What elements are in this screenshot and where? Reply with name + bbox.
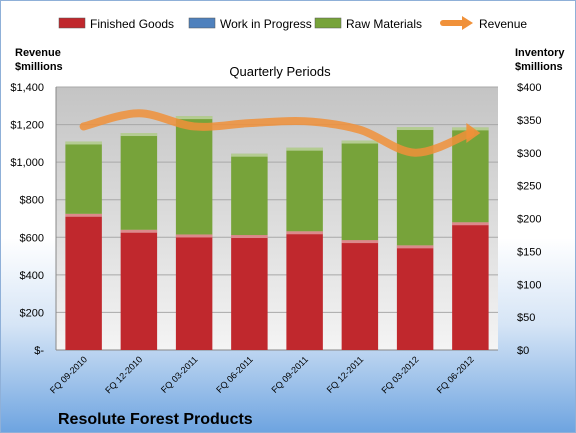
bar-raw-materials: [175, 116, 213, 235]
bar-highlight: [341, 140, 379, 144]
right-axis-title-line1: Inventory: [515, 47, 565, 59]
bar-highlight: [341, 240, 379, 244]
y-left-tick-label: $1,400: [10, 82, 44, 94]
bar-highlight: [396, 127, 434, 131]
bar-finished-goods: [452, 222, 489, 350]
bar-raw-materials: [231, 153, 268, 236]
y-left-tick-label: $1,200: [10, 120, 44, 132]
right-axis-title: Inventory $millions: [515, 47, 565, 73]
company-name: Resolute Forest Products: [58, 411, 253, 428]
y-right-tick-label: $200: [517, 214, 541, 226]
legend-label: Finished Goods: [90, 17, 174, 31]
y-right-tick-label: $0: [517, 345, 529, 357]
legend-item-finished-goods: Finished Goods: [58, 17, 174, 31]
bar-highlight: [65, 213, 102, 217]
legend-swatch: [188, 17, 216, 29]
x-tick-label: FQ 06-2011: [214, 354, 255, 395]
bar-highlight: [452, 222, 489, 226]
x-tick-label: FQ 03-2012: [380, 354, 421, 395]
legend-item-raw-materials: Raw Materials: [314, 17, 422, 31]
y-right-tick-label: $100: [517, 279, 541, 291]
bar-raw-materials: [286, 147, 323, 232]
bar-raw-materials: [452, 127, 489, 223]
bar-highlight: [286, 231, 323, 235]
legend-item-work-in-progress: Work in Progress: [188, 17, 312, 31]
left-axis-title-line1: Revenue: [15, 47, 61, 59]
y-right-tick-label: $50: [517, 312, 535, 324]
bar-highlight: [231, 153, 268, 157]
bar-finished-goods: [396, 245, 434, 350]
x-tick-label: FQ 09-2010: [48, 354, 89, 395]
right-axis-title-line2: $millions: [515, 61, 563, 73]
bar-highlight: [175, 234, 213, 238]
bar-finished-goods: [120, 229, 158, 350]
y-left-tick-label: $-: [34, 345, 44, 357]
revenue-arrowhead: [466, 123, 481, 144]
y-left-tick-label: $400: [20, 270, 44, 282]
bar-highlight: [120, 133, 158, 137]
y-right-tick-label: $350: [517, 115, 541, 127]
x-tick-label: FQ 09-2011: [269, 354, 310, 395]
bar-finished-goods: [341, 240, 379, 350]
chart-title: Quarterly Periods: [229, 64, 331, 79]
legend-swatch: [58, 17, 86, 29]
legend-label: Raw Materials: [346, 17, 422, 31]
legend-label: Revenue: [479, 17, 527, 31]
bar-raw-materials: [396, 127, 434, 246]
legend-arrow-icon: [462, 16, 473, 30]
y-left-tick-label: $800: [20, 195, 44, 207]
y-left-tick-label: $1,000: [10, 157, 44, 169]
bar-highlight: [396, 245, 434, 249]
y-left-tick-label: $200: [20, 307, 44, 319]
revenue-line: [79, 109, 475, 157]
x-tick-label: FQ 12-2011: [325, 354, 366, 395]
bar-highlight: [231, 235, 268, 239]
y-right-tick-label: $300: [517, 148, 541, 160]
legend: Finished Goods Work in Progress Raw Materi…: [58, 16, 527, 31]
legend-label: Work in Progress: [220, 17, 312, 31]
bar-highlight: [175, 116, 213, 120]
bar-highlight: [65, 141, 102, 145]
left-axis-title-line2: $millions: [15, 61, 63, 73]
legend-swatch: [314, 17, 342, 29]
y-right-tick-label: $400: [517, 82, 541, 94]
bar-finished-goods: [175, 234, 213, 350]
left-axis-title: Revenue $millions: [15, 47, 63, 73]
y-right-tick-label: $250: [517, 181, 541, 193]
plot-area: $- $200 $400 $600 $800 $1,000 $1,200 $1,400 $0 $5…: [10, 82, 541, 395]
bar-raw-materials: [341, 140, 379, 241]
x-tick-label: FQ 03-2011: [159, 354, 200, 395]
x-tick-label: FQ 12-2010: [103, 354, 144, 395]
bar-finished-goods: [65, 213, 102, 350]
legend-item-revenue: Revenue: [440, 16, 527, 31]
bar-raw-materials: [65, 141, 102, 214]
y-left-tick-label: $600: [20, 232, 44, 244]
bar-highlight: [286, 147, 323, 151]
bar-highlight: [120, 229, 158, 233]
bar-raw-materials: [120, 133, 158, 230]
bar-finished-goods: [231, 235, 268, 350]
bar-finished-goods: [286, 231, 323, 350]
y-right-tick-label: $150: [517, 246, 541, 258]
x-tick-label: FQ 06-2012: [435, 354, 476, 395]
